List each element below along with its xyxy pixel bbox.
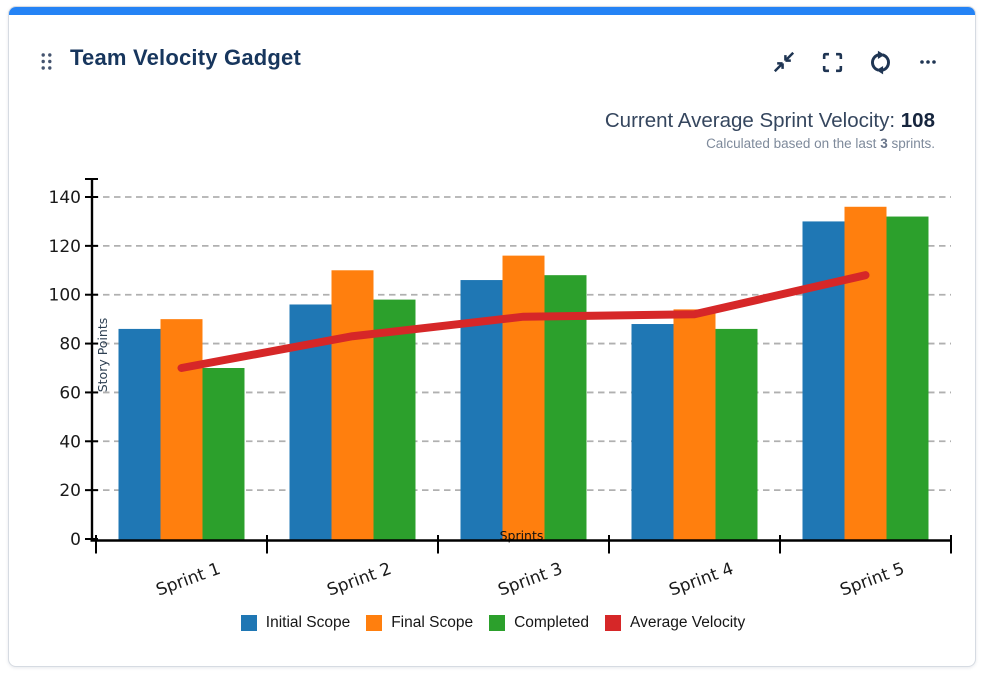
legend-swatch-final-scope [366, 615, 383, 631]
legend-label: Completed [514, 614, 590, 631]
ellipsis-icon [916, 50, 940, 74]
bar-completed-sprint-5 [886, 216, 929, 541]
minimize-button[interactable] [769, 47, 799, 77]
y-tick-label: 40 [59, 432, 81, 452]
bar-completed-sprint-2 [373, 299, 416, 541]
legend-item-initial-scope: Initial Scope [240, 614, 351, 632]
legend-swatch-average-velocity [605, 615, 622, 631]
legend-label: Initial Scope [265, 614, 351, 631]
bar-initial-scope-sprint-2 [289, 304, 332, 541]
average-velocity-text: Current Average Sprint Velocity: 108 [605, 109, 935, 133]
bar-completed-sprint-4 [715, 328, 758, 541]
fullscreen-brackets-icon [820, 50, 845, 75]
bar-initial-scope-sprint-5 [802, 221, 845, 541]
average-velocity-note: Calculated based on the last 3 sprints. [706, 136, 935, 151]
bar-final-scope-sprint-1 [160, 319, 203, 541]
y-tick-label: 60 [59, 383, 81, 403]
collapse-arrows-icon [771, 49, 797, 75]
y-tick-label: 100 [49, 286, 81, 306]
legend-label: Average Velocity [630, 614, 746, 631]
y-tick-label: 0 [70, 530, 81, 550]
x-tick-label: Sprint 4 [666, 559, 736, 601]
bar-completed-sprint-1 [202, 368, 245, 541]
gadget-title: Team Velocity Gadget [70, 45, 302, 70]
bar-completed-sprint-3 [544, 275, 587, 541]
gadget-toolbar [769, 47, 943, 77]
fullscreen-button[interactable] [817, 47, 847, 77]
x-axis-title: Sprints [500, 528, 544, 543]
refresh-icon [867, 49, 894, 76]
bar-initial-scope-sprint-1 [118, 328, 161, 541]
y-tick-label: 140 [49, 188, 81, 208]
average-velocity-value: 108 [900, 109, 935, 132]
legend-item-average-velocity: Average Velocity [605, 614, 745, 632]
y-tick-label: 20 [59, 481, 81, 501]
refresh-button[interactable] [865, 47, 895, 77]
y-tick-label: 120 [49, 237, 81, 257]
legend-label: Final Scope [391, 614, 474, 631]
bar-initial-scope-sprint-3 [460, 280, 503, 541]
velocity-gadget-card: Team Velocity Gadget [8, 6, 976, 667]
bar-initial-scope-sprint-4 [631, 324, 674, 541]
card-accent-bar [9, 7, 975, 15]
legend-item-completed: Completed [489, 614, 589, 632]
line-average-velocity [177, 271, 870, 372]
bar-final-scope-sprint-4 [673, 309, 716, 541]
x-tick-label: Sprint 1 [153, 559, 223, 601]
more-options-button[interactable] [913, 47, 943, 77]
x-tick-label: Sprint 2 [324, 559, 394, 601]
average-velocity-label: Current Average Sprint Velocity: [604, 109, 896, 132]
bar-final-scope-sprint-3 [502, 255, 545, 541]
x-tick-label: Sprint 5 [837, 559, 907, 601]
legend-swatch-initial-scope [240, 615, 257, 631]
bar-final-scope-sprint-2 [331, 270, 374, 541]
chart-legend: Initial Scope Final Scope Completed Average… [1, 614, 984, 632]
drag-handle-icon[interactable] [40, 52, 53, 71]
velocity-summary: Current Average Sprint Velocity: 108 Cal… [605, 109, 935, 151]
x-tick-label: Sprint 3 [495, 559, 565, 601]
bar-final-scope-sprint-5 [844, 206, 887, 541]
legend-item-final-scope: Final Scope [366, 614, 473, 632]
y-tick-label: 80 [59, 335, 81, 355]
legend-swatch-completed [489, 615, 506, 631]
y-axis-title: Story Points [95, 318, 110, 393]
